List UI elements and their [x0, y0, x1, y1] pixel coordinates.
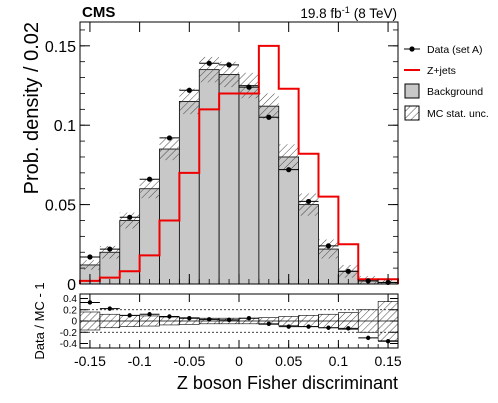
data-point [266, 115, 271, 120]
data-point [87, 254, 92, 259]
data-point [346, 269, 351, 274]
mc-stat-unc-box [140, 179, 160, 198]
mc-stat-unc-box [279, 144, 299, 169]
data-point [306, 199, 311, 204]
data-point [187, 88, 192, 93]
legend: Data (set A) Z+jets Background MC stat. … [404, 44, 489, 120]
lumi-value: 19.8 fb [300, 6, 341, 21]
ratio-y-tick-label: -0.4 [60, 339, 78, 350]
data-point [127, 215, 132, 220]
legend-zjets-label: Z+jets [427, 65, 456, 77]
ratio-point [207, 317, 211, 321]
legend-background-swatch [405, 84, 419, 98]
legend-data-label: Data (set A) [427, 44, 482, 56]
data-point [167, 135, 172, 140]
ratio-point [127, 313, 131, 317]
background-bar [179, 101, 199, 284]
ratio-point [366, 336, 370, 340]
x-tick-label: -0.15 [74, 353, 106, 369]
data-point [246, 85, 251, 90]
ratio-point [286, 324, 290, 328]
background-bar [299, 205, 319, 284]
ratio-point [167, 314, 171, 318]
background-bar [279, 157, 299, 284]
data-point [326, 243, 331, 248]
background-bar [219, 74, 239, 284]
x-tick-label: -0.1 [128, 353, 152, 369]
data-point [107, 246, 112, 251]
ratio-y-tick-label: 0.2 [63, 305, 77, 316]
ratio-point [108, 306, 112, 310]
y-tick-label: 0.1 [54, 118, 76, 135]
y-tick-label: 0.15 [45, 39, 76, 56]
background-bar [259, 106, 279, 284]
ratio-point [247, 316, 251, 320]
lumi-label: 19.8 fb-1 (8 TeV) [300, 5, 397, 21]
ratio-point [306, 324, 310, 328]
mc-stat-unc-box [299, 193, 319, 215]
mc-stat-unc-box [319, 240, 339, 259]
ratio-y-tick-label: 0 [71, 317, 77, 328]
legend-background-label: Background [427, 86, 483, 98]
x-axis-title: Z boson Fisher discriminant [177, 373, 398, 393]
x-tick-label: 0.15 [374, 353, 401, 369]
ratio-y-axis-title: Data / MC - 1 [32, 282, 47, 359]
background-histogram [80, 70, 398, 284]
lumi-energy: (8 TeV) [354, 6, 397, 21]
data-point [207, 61, 212, 66]
lumi-exponent: -1 [342, 5, 350, 15]
mc-stat-unc-box [160, 138, 180, 160]
y-tick-label: 0 [67, 277, 76, 294]
background-bar [120, 220, 140, 284]
legend-mcstat-label: MC stat. unc. [427, 108, 489, 120]
experiment-label: CMS [82, 4, 115, 21]
x-tick-label: 0.05 [275, 353, 302, 369]
ratio-point [267, 322, 271, 326]
legend-mcstat-swatch [405, 106, 419, 120]
x-tick-label: 0 [235, 353, 243, 369]
x-tick-label: 0.1 [329, 353, 349, 369]
background-bar [199, 70, 219, 284]
data-point [226, 62, 231, 67]
y-axis-title: Prob. density / 0.02 [21, 22, 43, 194]
background-bar [140, 189, 160, 284]
ratio-point [346, 326, 350, 330]
background-bar [239, 86, 259, 284]
ratio-point [326, 326, 330, 330]
data-point [286, 167, 291, 172]
y-tick-label: 0.05 [45, 198, 76, 215]
ratio-y-tick-label: 0.4 [63, 294, 77, 305]
background-bar [160, 149, 180, 284]
data-point [147, 177, 152, 182]
x-tick-label: -0.05 [173, 353, 205, 369]
ratio-point [227, 318, 231, 322]
ratio-point [147, 312, 151, 316]
ratio-point [187, 316, 191, 320]
ratio-y-tick-label: -0.2 [60, 328, 78, 339]
